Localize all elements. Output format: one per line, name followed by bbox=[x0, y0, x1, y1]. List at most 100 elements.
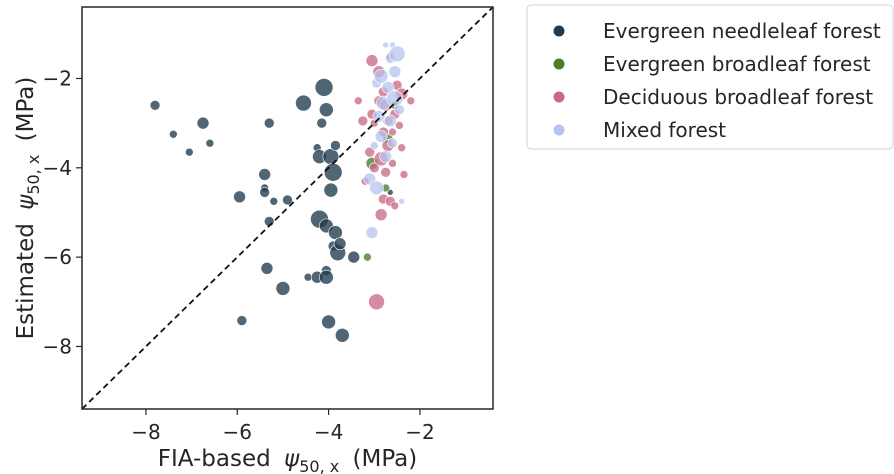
legend-label: Evergreen needleleaf forest bbox=[603, 19, 881, 43]
data-point bbox=[383, 114, 397, 128]
series-0 bbox=[149, 78, 394, 343]
data-point bbox=[368, 162, 380, 174]
data-point bbox=[314, 78, 334, 97]
x-tick-label: −2 bbox=[405, 420, 434, 444]
legend-item: Deciduous broadleaf forest bbox=[553, 85, 873, 109]
data-point bbox=[260, 261, 274, 275]
y-axis-label-unit: (MPa) bbox=[13, 77, 39, 142]
data-point bbox=[374, 130, 388, 143]
data-point bbox=[382, 41, 389, 49]
data-point bbox=[295, 94, 312, 112]
data-points-layer bbox=[149, 41, 416, 343]
data-point bbox=[398, 198, 405, 205]
legend: Evergreen needleleaf forest Evergreen bro… bbox=[526, 4, 894, 150]
data-point bbox=[388, 159, 397, 168]
legend-marker bbox=[553, 91, 565, 103]
x-axis-ticks: −8 −6 −4 −2 bbox=[131, 409, 435, 444]
legend-item: Evergreen needleleaf forest bbox=[553, 19, 881, 43]
data-point bbox=[395, 121, 404, 130]
data-point bbox=[263, 117, 275, 129]
data-point bbox=[303, 272, 313, 282]
data-point bbox=[259, 187, 270, 198]
legend-label: Deciduous broadleaf forest bbox=[603, 85, 873, 109]
data-point bbox=[319, 102, 334, 118]
data-point bbox=[323, 162, 343, 182]
x-axis-label-text: FIA-based bbox=[158, 446, 271, 472]
data-point bbox=[364, 146, 376, 158]
data-point bbox=[379, 150, 392, 163]
legend-items: Evergreen needleleaf forest Evergreen bro… bbox=[553, 19, 881, 142]
data-point bbox=[322, 148, 340, 165]
legend-marker bbox=[553, 58, 565, 70]
legend-frame bbox=[526, 4, 894, 150]
y-axis-label-symbol: ψ bbox=[13, 194, 39, 210]
data-point bbox=[321, 314, 336, 330]
data-point bbox=[323, 182, 339, 198]
data-point bbox=[357, 115, 369, 127]
legend-marker bbox=[553, 124, 565, 136]
plot-area-frame bbox=[81, 6, 494, 410]
data-point bbox=[149, 99, 161, 111]
data-point bbox=[381, 81, 395, 94]
y-axis-ticks: −8 −6 −4 −2 bbox=[43, 66, 82, 358]
data-point bbox=[374, 208, 388, 221]
data-point bbox=[347, 250, 361, 264]
legend-label: Evergreen broadleaf forest bbox=[603, 52, 871, 76]
data-point bbox=[365, 226, 379, 239]
legend-label: Mixed forest bbox=[603, 118, 726, 142]
data-point bbox=[388, 127, 397, 137]
x-axis-label-symbol: ψ bbox=[284, 446, 300, 472]
series-3 bbox=[363, 41, 406, 239]
one-to-one-reference-line bbox=[81, 6, 494, 410]
data-point bbox=[330, 140, 341, 151]
data-point bbox=[233, 190, 246, 204]
data-point bbox=[236, 315, 248, 326]
x-tick-label: −8 bbox=[131, 420, 160, 444]
data-point bbox=[365, 54, 379, 67]
y-tick-label: −4 bbox=[43, 156, 72, 180]
data-point bbox=[319, 269, 334, 285]
data-point bbox=[380, 166, 391, 178]
y-tick-label: −6 bbox=[43, 245, 72, 269]
x-axis-label: FIA-based ψ50, x (MPa) bbox=[158, 446, 418, 474]
data-point bbox=[333, 237, 347, 251]
legend-item: Mixed forest bbox=[553, 118, 726, 142]
y-axis-label: Estimated ψ50, x (MPa) bbox=[13, 77, 45, 340]
data-point bbox=[353, 96, 363, 106]
data-point bbox=[363, 252, 372, 262]
data-point bbox=[368, 293, 385, 311]
data-point bbox=[169, 130, 178, 139]
data-point bbox=[399, 170, 409, 179]
data-point bbox=[275, 281, 291, 296]
data-point bbox=[316, 117, 328, 129]
data-point bbox=[387, 137, 398, 149]
data-point bbox=[334, 327, 350, 343]
data-point bbox=[369, 141, 379, 150]
data-point bbox=[406, 96, 416, 106]
data-point bbox=[185, 147, 194, 157]
data-point bbox=[269, 197, 279, 206]
y-axis-label-text: Estimated bbox=[13, 223, 39, 339]
data-point bbox=[372, 110, 386, 123]
y-tick-label: −2 bbox=[43, 66, 72, 90]
x-axis-label-unit: (MPa) bbox=[353, 446, 418, 472]
data-point bbox=[386, 90, 404, 107]
data-point bbox=[394, 104, 405, 116]
x-tick-label: −4 bbox=[314, 420, 343, 444]
x-axis-label-subscript: 50, x bbox=[299, 457, 339, 474]
y-tick-label: −8 bbox=[43, 334, 72, 358]
legend-item: Evergreen broadleaf forest bbox=[553, 52, 871, 76]
x-tick-label: −6 bbox=[223, 420, 252, 444]
data-point bbox=[282, 194, 293, 206]
data-point bbox=[373, 68, 389, 84]
data-point bbox=[388, 65, 402, 79]
data-point bbox=[196, 116, 210, 130]
y-axis-label-subscript: 50, x bbox=[24, 155, 43, 195]
data-point bbox=[388, 45, 406, 63]
data-point bbox=[397, 143, 406, 152]
legend-marker bbox=[553, 25, 565, 37]
data-point bbox=[369, 180, 384, 196]
data-point bbox=[390, 201, 400, 211]
data-point bbox=[205, 138, 215, 148]
